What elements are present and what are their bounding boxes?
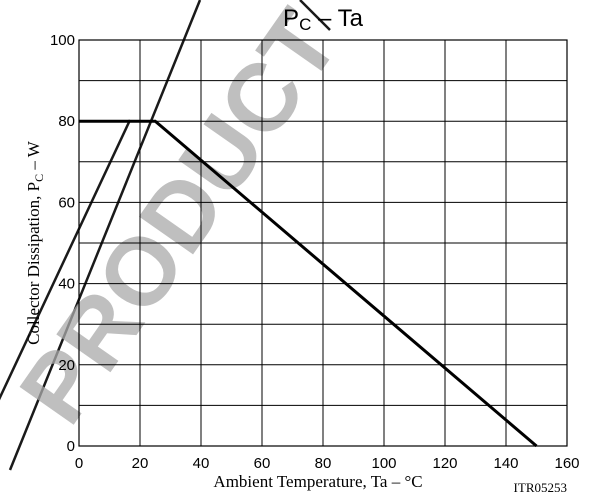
y-tick-labels: 0 20 40 60 80 100 [50,32,75,455]
x-tick-label: 80 [315,455,332,472]
y-tick-label: 80 [58,113,75,130]
y-tick-label: 60 [58,194,75,211]
y-tick-label: 0 [67,438,75,455]
x-tick-label: 140 [493,455,518,472]
x-tick-label: 40 [193,455,210,472]
x-tick-label: 0 [75,455,83,472]
chart-title-rest: – Ta [311,5,363,32]
watermark-stroke-1 [8,0,202,471]
watermark-text: PRODUCT [0,0,359,442]
y-axis-label-rest: – W [24,140,43,174]
x-tick-label: 120 [432,455,457,472]
y-tick-label: 100 [50,32,75,49]
x-tick-labels: 0 20 40 60 80 100 120 140 160 [75,455,580,472]
y-tick-label: 20 [58,357,75,374]
y-axis-label-main: Collector Dissipation, P [24,182,43,345]
y-axis-label-sub: C [32,174,46,182]
chart-title-sub: C [299,15,311,34]
x-tick-label: 20 [132,455,149,472]
chart-title: PC – Ta [283,5,364,34]
x-tick-label: 100 [371,455,396,472]
watermark-stroke-2 [0,119,132,401]
series-line [79,119,538,448]
figure-code: ITR05253 [514,480,567,495]
series-layer [79,119,538,448]
watermark: PRODUCT [0,0,359,471]
chart-title-main: P [283,5,299,32]
x-tick-label: 60 [254,455,271,472]
y-axis-label: Collector Dissipation, PC – W [24,140,46,345]
y-tick-label: 40 [58,276,75,293]
x-tick-label: 160 [554,455,579,472]
x-axis-label: Ambient Temperature, Ta – °C [213,472,422,491]
watermark-stroke-3 [299,0,331,31]
grid [79,40,567,446]
